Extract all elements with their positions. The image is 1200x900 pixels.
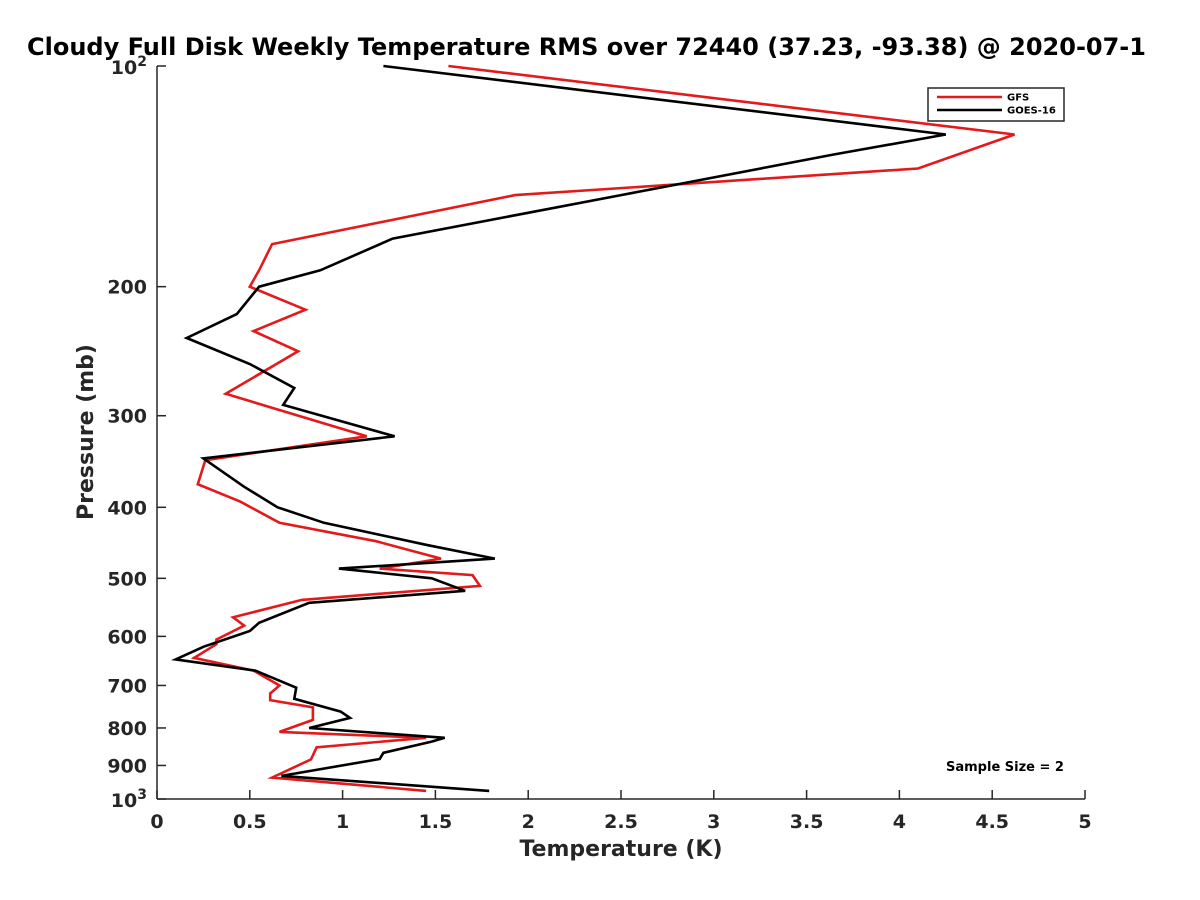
series-line-gfs	[190, 64, 1015, 793]
ticks-layer: 0 0.5 1 1.5 2 2.5 3 3.5 4 4.5 5 102 200 300 400 500 600 7…	[107, 54, 1091, 833]
x-tick-label: 0.5	[233, 811, 267, 833]
x-tick-label: 3	[707, 811, 720, 833]
legend-entry: GFS	[1007, 93, 1029, 104]
y-tick-label: 900	[107, 755, 147, 777]
y-tick-label: 400	[107, 497, 147, 519]
chart-title: Cloudy Full Disk Weekly Temperature RMS …	[27, 33, 1146, 61]
x-tick-label: 1.5	[419, 811, 453, 833]
x-tick-label: 1	[336, 811, 349, 833]
x-tick-label: 5	[1078, 811, 1091, 833]
legend: GFS GOES-16	[927, 87, 1065, 122]
y-tick-label: 600	[107, 626, 147, 648]
sample-size-annotation: Sample Size = 2	[946, 760, 1064, 775]
y-tick-label: 500	[107, 568, 147, 590]
y-tick-label: 300	[107, 406, 147, 428]
legend-box	[927, 87, 1065, 122]
x-tick-label: 0	[150, 811, 163, 833]
series-layer	[170, 64, 1015, 793]
y-axis-label: Pressure (mb)	[74, 344, 99, 520]
x-tick-label: 2.5	[604, 811, 638, 833]
x-tick-label: 4	[893, 811, 906, 833]
x-axis-label: Temperature (K)	[519, 837, 722, 862]
x-tick-label: 4.5	[975, 811, 1009, 833]
x-tick-label: 2	[522, 811, 535, 833]
y-tick-label: 102	[111, 54, 147, 79]
x-tick-label: 3.5	[790, 811, 824, 833]
y-tick-label: 103	[111, 787, 147, 812]
y-tick-label: 800	[107, 718, 147, 740]
series-line-goes-16	[170, 64, 947, 793]
legend-entry: GOES-16	[1007, 106, 1056, 117]
y-tick-label: 200	[107, 277, 147, 299]
y-tick-label: 700	[107, 675, 147, 697]
